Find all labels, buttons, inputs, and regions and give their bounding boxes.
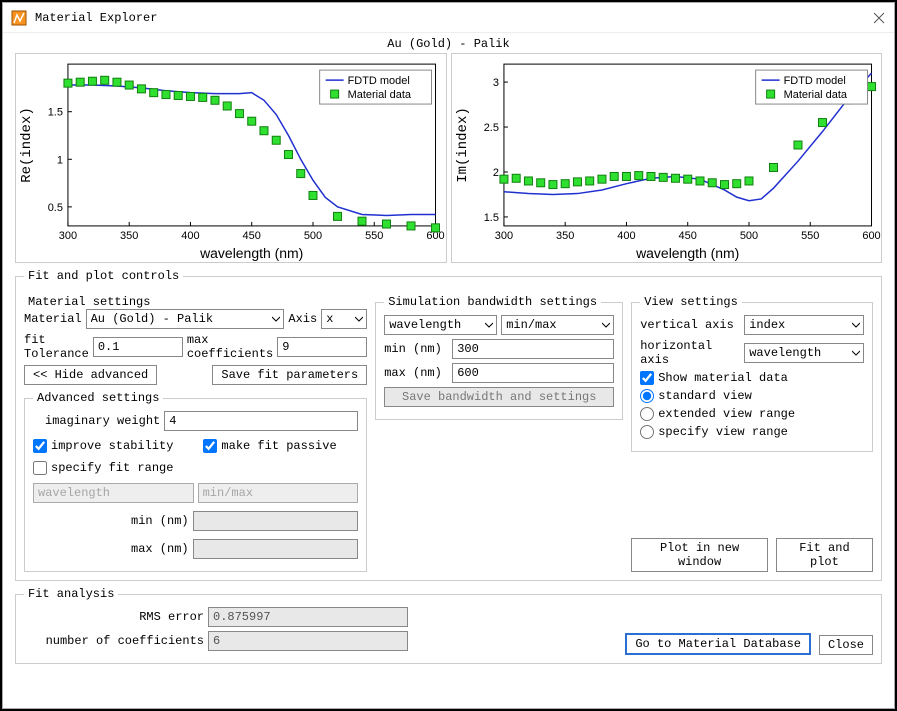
simulation-bandwidth-settings: Simulation bandwidth settings wavelength…: [375, 295, 623, 420]
show-material-data-label: Show material data: [658, 371, 788, 385]
view-settings: View settings vertical axis index horizon…: [631, 295, 873, 452]
svg-text:Material data: Material data: [348, 89, 412, 101]
app-icon: [11, 10, 27, 26]
imaginary-weight-label: imaginary weight: [33, 414, 160, 428]
adv-minmax-select: min/max: [198, 483, 359, 503]
specify-view-radio[interactable]: [640, 425, 654, 439]
close-icon[interactable]: [872, 11, 886, 25]
adv-wavelength-select: wavelength: [33, 483, 194, 503]
sim-minmax-select[interactable]: min/max: [501, 315, 614, 335]
specify-view-label: specify view range: [658, 425, 788, 439]
hide-advanced-button[interactable]: << Hide advanced: [24, 365, 157, 385]
title-bar: Material Explorer: [3, 3, 894, 33]
material-settings: Material settings Material Au (Gold) - P…: [24, 295, 367, 572]
fit-and-plot-controls: Fit and plot controls Material settings …: [15, 269, 882, 581]
fit-plot-legend: Fit and plot controls: [24, 269, 183, 283]
svg-text:FDTD model: FDTD model: [783, 75, 845, 87]
save-bandwidth-button[interactable]: Save bandwidth and settings: [384, 387, 614, 407]
rms-error-label: RMS error: [24, 610, 204, 624]
svg-text:450: 450: [243, 230, 261, 242]
svg-text:2.5: 2.5: [483, 122, 498, 134]
extended-view-label: extended view range: [658, 407, 795, 421]
vertical-axis-label: vertical axis: [640, 318, 740, 332]
make-fit-passive-checkbox[interactable]: [203, 439, 217, 453]
material-label: Material: [24, 312, 82, 326]
axis-select[interactable]: x: [321, 309, 367, 329]
num-coefficients-value: [208, 631, 408, 651]
plot-in-new-window-button[interactable]: Plot in new window: [631, 538, 768, 572]
adv-min-input: [193, 511, 359, 531]
fit-and-plot-button[interactable]: Fit and plot: [776, 538, 873, 572]
adv-max-input: [193, 539, 359, 559]
svg-text:Material data: Material data: [783, 89, 847, 101]
improve-stability-checkbox[interactable]: [33, 439, 47, 453]
svg-text:450: 450: [678, 230, 696, 242]
sim-min-label: min (nm): [384, 342, 448, 356]
rms-error-value: [208, 607, 408, 627]
svg-text:350: 350: [120, 230, 138, 242]
fit-tolerance-input[interactable]: [93, 337, 183, 357]
imaginary-weight-input[interactable]: [164, 411, 358, 431]
improve-stability-label: improve stability: [51, 439, 173, 453]
sim-wavelength-select[interactable]: wavelength: [384, 315, 497, 335]
svg-text:550: 550: [801, 230, 819, 242]
save-fit-parameters-button[interactable]: Save fit parameters: [212, 365, 367, 385]
standard-view-radio[interactable]: [640, 389, 654, 403]
show-material-data-checkbox[interactable]: [640, 371, 654, 385]
svg-text:Re(index): Re(index): [19, 107, 35, 182]
advanced-settings: Advanced settings imaginary weight impro…: [24, 391, 367, 572]
material-explorer-window: Material Explorer Au (Gold) - Palik 3003…: [2, 2, 895, 709]
svg-text:1.5: 1.5: [483, 212, 498, 224]
svg-text:600: 600: [862, 230, 880, 242]
svg-text:300: 300: [59, 230, 77, 242]
svg-text:350: 350: [556, 230, 574, 242]
vertical-axis-select[interactable]: index: [744, 315, 864, 335]
adv-max-label: max (nm): [33, 542, 189, 556]
svg-text:400: 400: [181, 230, 199, 242]
svg-text:300: 300: [494, 230, 512, 242]
svg-text:3: 3: [492, 77, 498, 89]
extended-view-radio[interactable]: [640, 407, 654, 421]
horizontal-axis-label: horizontal axis: [640, 339, 740, 367]
svg-text:400: 400: [617, 230, 635, 242]
svg-text:550: 550: [365, 230, 383, 242]
svg-text:1: 1: [57, 154, 63, 166]
svg-text:Im(index): Im(index): [454, 107, 470, 182]
svg-text:500: 500: [304, 230, 322, 242]
view-settings-legend: View settings: [640, 295, 742, 309]
plot-im-index: 300 350 400 450 500 550 600 1.5 2 2.5 3 wavelength …: [451, 53, 883, 263]
window-title: Material Explorer: [35, 11, 157, 25]
specify-fit-range-label: specify fit range: [51, 461, 173, 475]
svg-text:2: 2: [492, 167, 498, 179]
svg-text:1.5: 1.5: [48, 107, 63, 119]
svg-text:0.5: 0.5: [48, 202, 63, 214]
make-fit-passive-label: make fit passive: [221, 439, 336, 453]
num-coefficients-label: number of coefficients: [24, 634, 204, 648]
fit-analysis-legend: Fit analysis: [24, 587, 118, 601]
horizontal-axis-select[interactable]: wavelength: [744, 343, 864, 363]
specify-fit-range-checkbox[interactable]: [33, 461, 47, 475]
fit-analysis: Fit analysis RMS error number of coeffic…: [15, 587, 882, 664]
close-button[interactable]: Close: [819, 635, 873, 655]
material-select[interactable]: Au (Gold) - Palik: [86, 309, 285, 329]
axis-label: Axis: [288, 312, 317, 326]
sim-max-input[interactable]: [452, 363, 614, 383]
max-coefficients-input[interactable]: [277, 337, 367, 357]
sim-max-label: max (nm): [384, 366, 448, 380]
svg-text:FDTD model: FDTD model: [348, 75, 410, 87]
fit-tolerance-label: fit Tolerance: [24, 333, 89, 361]
max-coefficients-label: max coefficients: [187, 333, 273, 361]
sim-min-input[interactable]: [452, 339, 614, 359]
adv-min-label: min (nm): [33, 514, 189, 528]
material-settings-legend: Material settings: [24, 295, 154, 309]
svg-text:wavelength (nm): wavelength (nm): [635, 245, 739, 261]
plot-header-title: Au (Gold) - Palik: [15, 37, 882, 51]
svg-text:wavelength (nm): wavelength (nm): [199, 245, 303, 261]
simulation-legend: Simulation bandwidth settings: [384, 295, 601, 309]
svg-text:500: 500: [739, 230, 757, 242]
go-to-material-database-button[interactable]: Go to Material Database: [625, 633, 811, 655]
plot-re-index: 3003504004505005506000.511.5wavelength (…: [15, 53, 447, 263]
standard-view-label: standard view: [658, 389, 752, 403]
advanced-settings-legend: Advanced settings: [33, 391, 163, 405]
